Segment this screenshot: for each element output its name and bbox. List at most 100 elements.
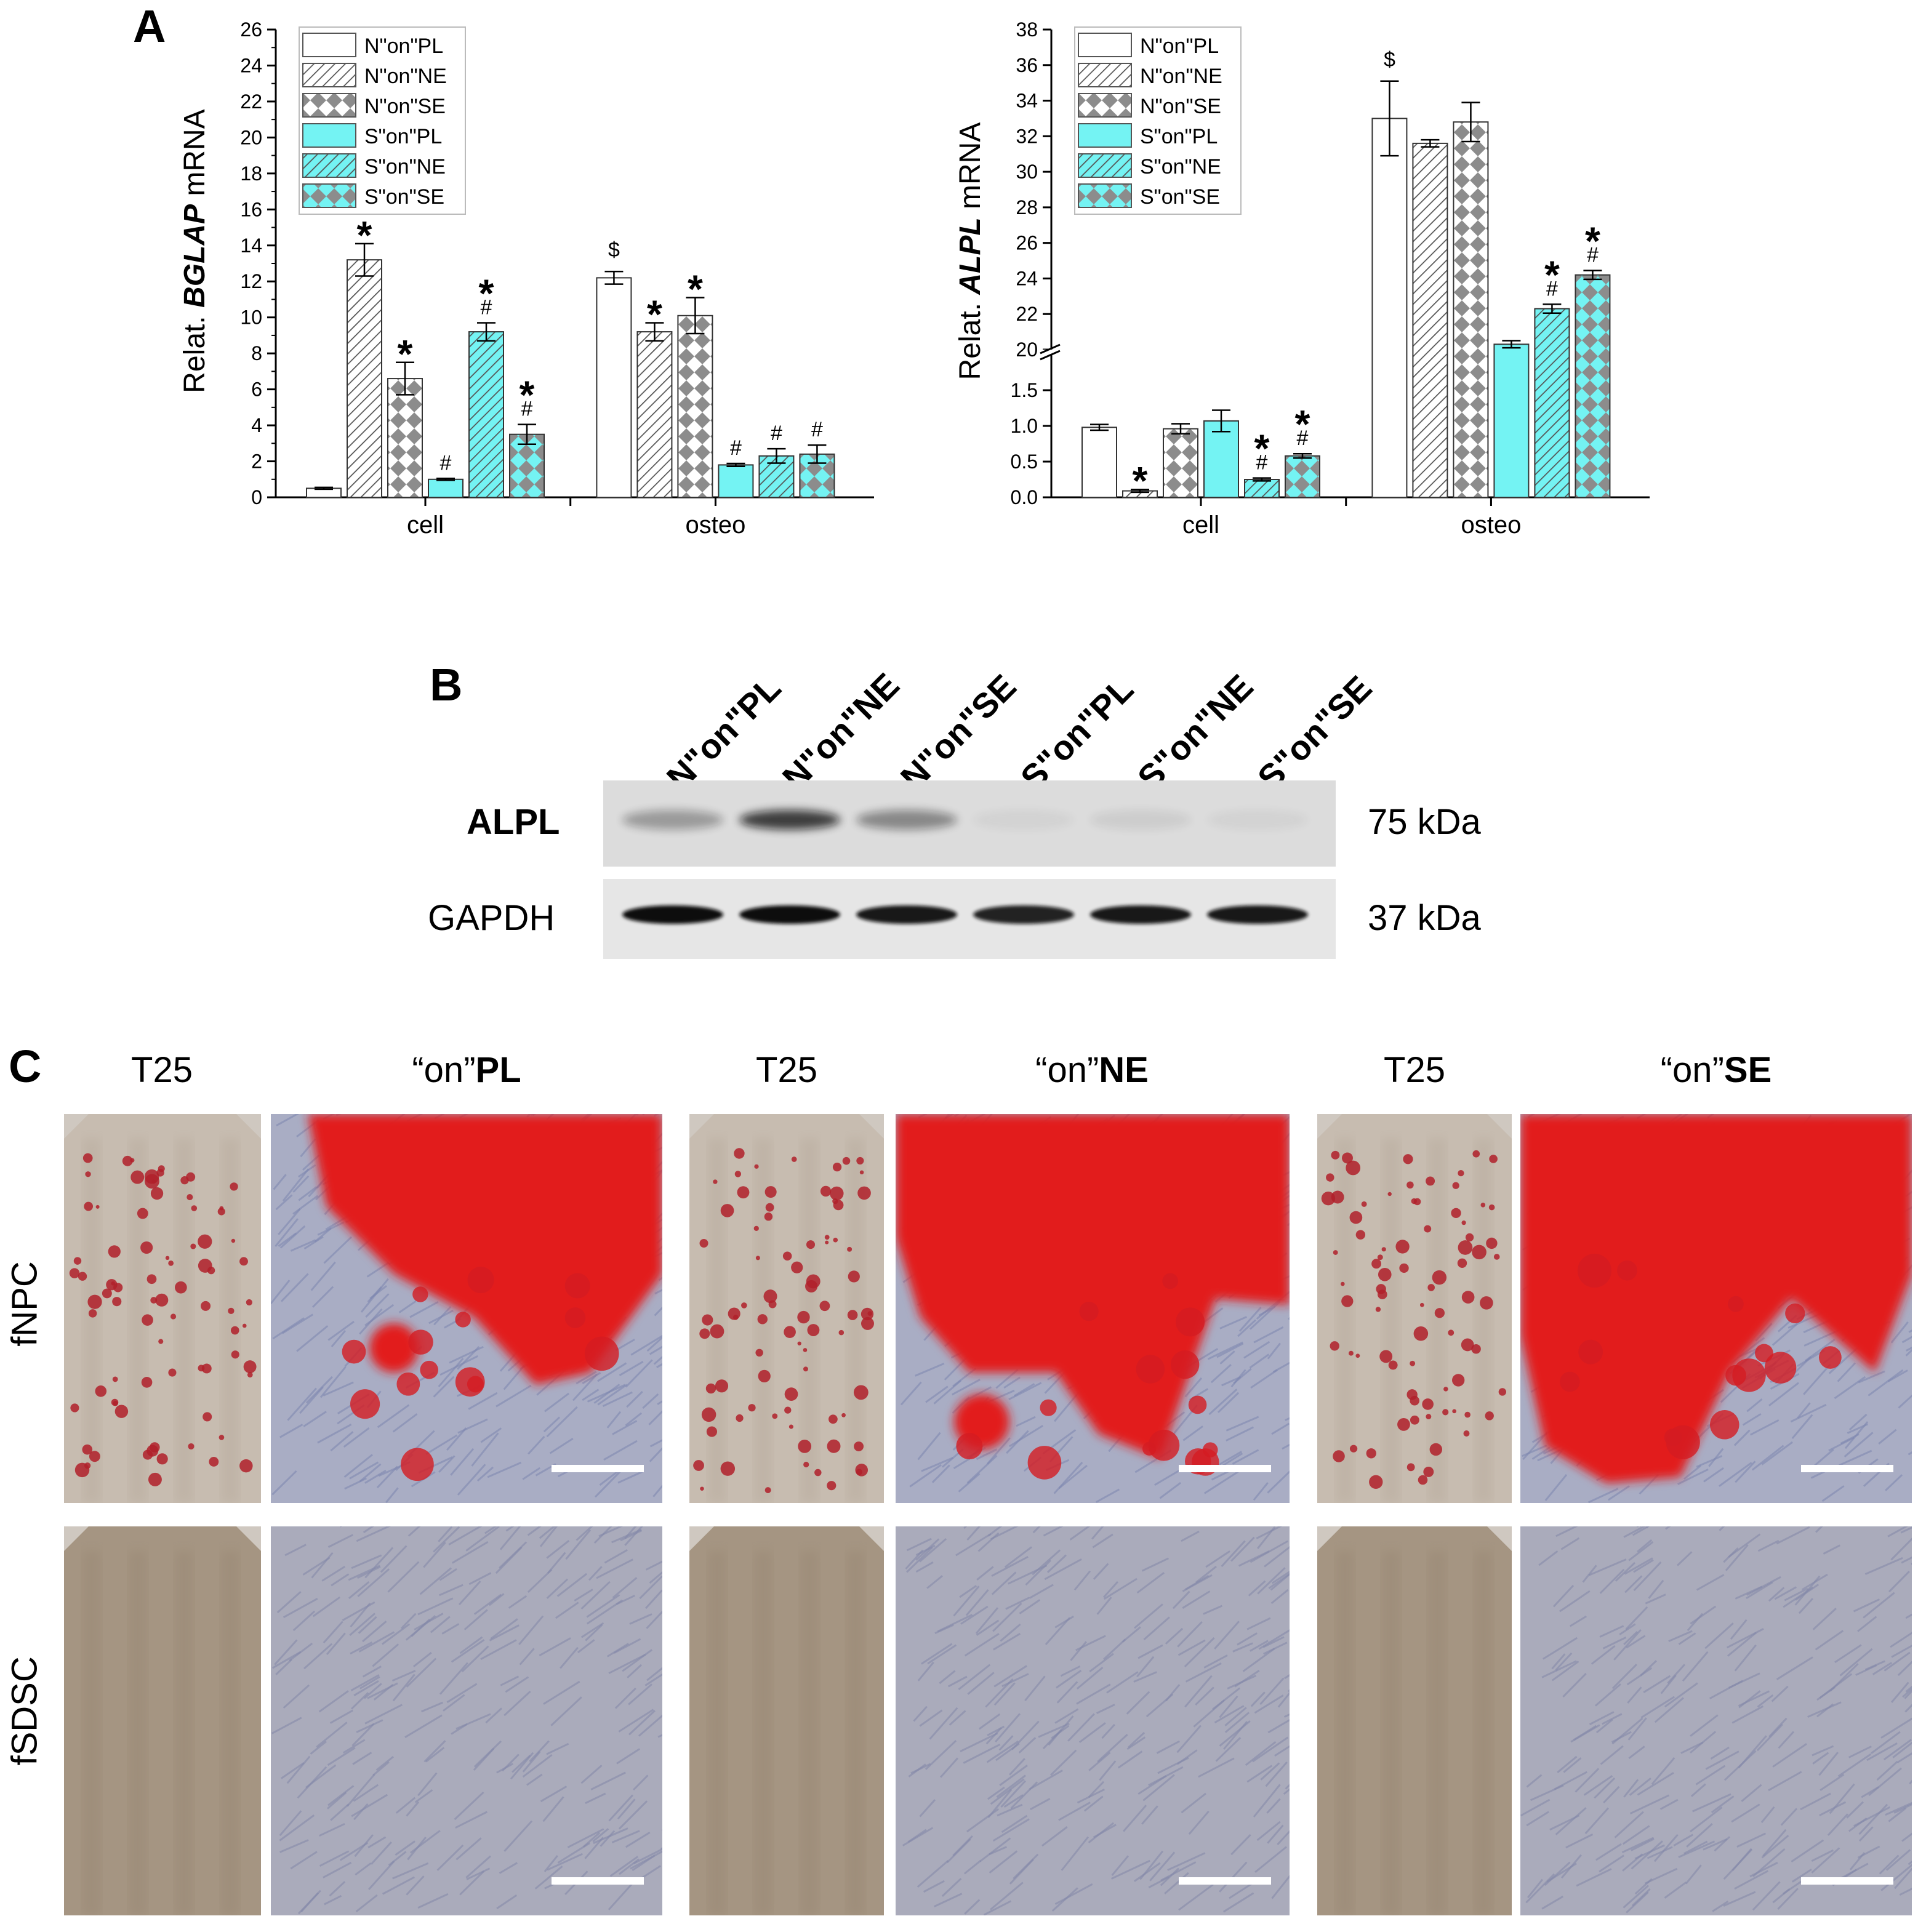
blot-band xyxy=(1207,905,1308,924)
significance-mark: * xyxy=(520,373,535,417)
legend-entry: N"on"NE xyxy=(1140,65,1222,88)
blot-band xyxy=(856,905,957,924)
flask-photo xyxy=(689,1114,884,1503)
y-tick-label: 20 xyxy=(1016,339,1038,361)
y-axis-label: Relat. ALPL mRNA xyxy=(954,122,987,380)
column-header-on-pl: “on”PL xyxy=(412,1050,521,1090)
legend-swatch xyxy=(1078,123,1132,148)
y-tick-label: 30 xyxy=(1016,161,1038,183)
y-tick-label: 0.5 xyxy=(1011,451,1038,473)
y-tick-label: 1.0 xyxy=(1011,415,1038,437)
significance-mark: * xyxy=(688,267,703,311)
significance-mark: # xyxy=(1546,277,1558,300)
y-tick-label: 24 xyxy=(1016,267,1038,289)
y-tick-label: 18 xyxy=(240,162,262,185)
x-category-label: cell xyxy=(1182,511,1219,539)
y-tick-label: 10 xyxy=(240,307,262,329)
blot-band xyxy=(739,810,840,830)
y-tick-label: 22 xyxy=(1016,303,1038,325)
significance-mark: # xyxy=(1297,427,1309,450)
row-header-fsdsc: fSDSC xyxy=(4,1656,45,1766)
scale-bar xyxy=(552,1877,644,1885)
y-tick-label: 4 xyxy=(251,414,262,436)
significance-mark: * xyxy=(1295,402,1310,446)
scale-bar xyxy=(1179,1877,1271,1885)
significance-mark: # xyxy=(521,398,533,421)
legend-swatch xyxy=(1078,93,1132,118)
blot-protein-gapdh: GAPDH xyxy=(428,898,555,938)
blot-band xyxy=(622,905,723,924)
x-category-label: osteo xyxy=(685,511,745,539)
row-header-fnpc: fNPC xyxy=(4,1261,45,1347)
blot-band xyxy=(856,810,957,830)
micrograph xyxy=(1520,1114,1912,1503)
blot-band xyxy=(1090,810,1191,830)
significance-mark: * xyxy=(1133,459,1148,503)
y-tick-label: 12 xyxy=(240,270,262,292)
y-tick-label: 36 xyxy=(1016,54,1038,76)
legend-swatch xyxy=(302,93,356,118)
bar xyxy=(1453,121,1489,498)
y-tick-label: 16 xyxy=(240,198,262,220)
significance-mark: # xyxy=(771,422,782,445)
scale-bar xyxy=(1801,1877,1893,1885)
significance-mark: * xyxy=(398,332,413,376)
bar xyxy=(677,315,713,498)
mineral-deposit xyxy=(1520,1114,1912,1483)
significance-mark: * xyxy=(1585,218,1600,263)
y-tick-label: 8 xyxy=(251,342,262,364)
bar xyxy=(596,277,632,498)
bar xyxy=(1412,142,1448,498)
scale-bar xyxy=(1179,1465,1271,1472)
y-tick-label: 0 xyxy=(251,486,262,508)
flask-photo xyxy=(64,1526,261,1915)
column-header-t25: T25 xyxy=(756,1050,817,1090)
bar xyxy=(1534,308,1570,498)
bar xyxy=(1163,428,1198,499)
bar xyxy=(468,331,504,498)
legend-entry: S"on"NE xyxy=(1140,155,1221,178)
micrograph xyxy=(896,1526,1290,1915)
legend-entry: S"on"SE xyxy=(1140,185,1220,209)
bar xyxy=(387,378,423,498)
bar xyxy=(1244,479,1280,498)
micrograph xyxy=(271,1114,662,1503)
y-tick-label: 14 xyxy=(240,234,262,257)
legend-entry: N"on"PL xyxy=(364,34,443,58)
x-category-label: cell xyxy=(407,511,444,539)
y-tick-label: 26 xyxy=(1016,232,1038,254)
y-tick-label: 32 xyxy=(1016,125,1038,147)
y-tick-label: 20 xyxy=(240,126,262,148)
y-tick-label: 1.5 xyxy=(1011,379,1038,401)
legend-swatch xyxy=(302,33,356,57)
significance-mark: $ xyxy=(608,238,620,262)
bar xyxy=(1493,343,1530,498)
legend-entry: N"on"NE xyxy=(364,65,447,88)
legend xyxy=(1074,26,1242,215)
bar xyxy=(1081,427,1117,499)
legend-entry: N"on"SE xyxy=(1140,95,1221,118)
panel-label-c: C xyxy=(9,1041,42,1092)
significance-mark: # xyxy=(481,295,492,319)
alpl-chart: 0.0 0.5 1.0 1.5 20 22 24 26 28 30 32 34 36 38 cell oste… xyxy=(954,18,1656,539)
bar xyxy=(1203,420,1239,499)
x-category-label: osteo xyxy=(1461,511,1521,539)
legend-entry: S"on"SE xyxy=(364,185,444,209)
blot-size-alpl: 75 kDa xyxy=(1368,802,1481,842)
significance-mark: * xyxy=(1544,252,1560,297)
significance-mark: * xyxy=(1254,427,1270,471)
legend-swatch xyxy=(302,183,356,208)
significance-mark: $ xyxy=(1384,48,1395,71)
micrograph xyxy=(1520,1526,1912,1915)
column-header-t25: T25 xyxy=(131,1050,193,1090)
bar xyxy=(718,464,754,499)
blot-band xyxy=(973,810,1074,830)
y-tick-label: 38 xyxy=(1016,18,1038,41)
significance-mark: # xyxy=(811,418,823,441)
blot-band xyxy=(739,905,840,924)
y-tick-label: 24 xyxy=(240,54,262,76)
blot-size-gapdh: 37 kDa xyxy=(1368,898,1481,938)
column-header-on-ne: “on”NE xyxy=(1035,1050,1149,1090)
significance-mark: * xyxy=(479,271,494,315)
